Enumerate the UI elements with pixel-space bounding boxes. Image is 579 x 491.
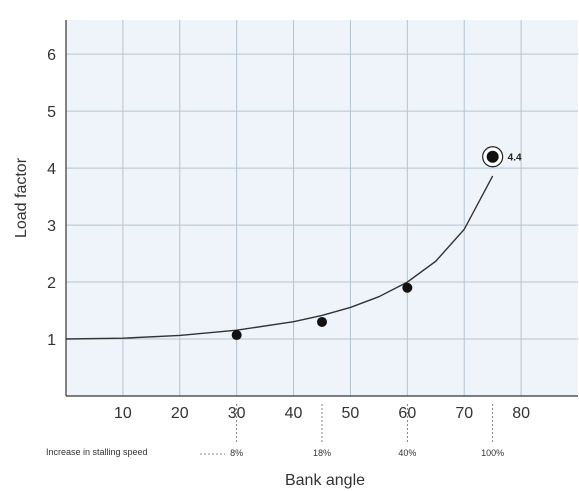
data-point [486,150,499,163]
data-point-label: 4.4 [508,153,522,164]
stall-speed-value: 8% [230,448,243,458]
marked-points: 4.4 [231,146,522,341]
data-point [402,282,413,293]
x-tick-label: 40 [285,405,303,422]
x-tick-label: 20 [171,405,189,422]
x-tick-label: 70 [455,405,473,422]
load-factor-curve [65,175,494,340]
axes [65,20,578,397]
data-point [317,316,327,327]
y-tick-label: 3 [47,218,56,235]
x-tick-label: 10 [114,405,132,422]
y-tick-label: 4 [47,161,56,178]
stall-speed-value: 100% [481,448,504,458]
plot-background [66,20,578,396]
stall-speed-title: Increase in stalling speed [46,447,148,457]
y-axis-title: Load factor [13,157,30,238]
x-tick-label: 80 [512,405,530,422]
y-tick-label: 1 [47,332,56,349]
stall-speed-value: 40% [398,448,416,458]
stall-speed-annotations: Increase in stalling speed 8% 18% 40% 100% [46,404,504,458]
stall-speed-value: 18% [313,448,331,458]
y-tick-label: 2 [47,275,56,292]
y-tick-labels: 1 2 3 4 5 6 [47,47,56,349]
x-tick-label: 50 [342,405,360,422]
data-point [231,330,242,341]
y-tick-label: 6 [47,47,56,64]
grid-lines [66,20,578,396]
x-axis-title: Bank angle [285,472,365,489]
y-tick-label: 5 [47,104,56,121]
